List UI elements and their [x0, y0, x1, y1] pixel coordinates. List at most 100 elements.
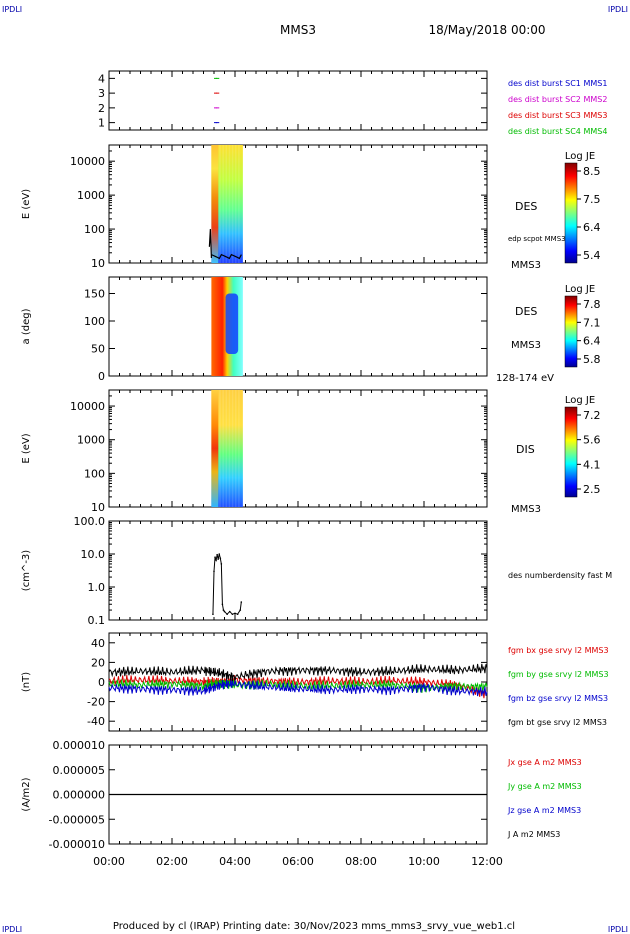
- time-tick-label: 04:00: [219, 855, 251, 868]
- dis-energy-colorbar-label: 5.6: [583, 434, 601, 447]
- density-point: [221, 603, 224, 606]
- dis-corner-label: MMS3: [511, 504, 541, 515]
- corner-label-bl: IPDLI: [2, 925, 22, 934]
- panel-frame-2: [108, 144, 488, 264]
- dis-energy-colorbar: [564, 406, 578, 498]
- scpot-trace: [208, 229, 242, 260]
- density-point: [217, 558, 219, 560]
- pitch-colorbar-label: 7.8: [583, 298, 601, 311]
- density-point: [215, 559, 217, 561]
- des-energy-colorbar-title: Log JE: [565, 151, 595, 162]
- panel-frame-4: [108, 389, 488, 508]
- y-tick-label: 0.1: [88, 614, 106, 627]
- panel-frames: [108, 70, 581, 845]
- corner-label-br: IPDLI: [608, 925, 628, 934]
- density-point: [218, 553, 221, 555]
- spacecraft-title: MMS3: [280, 23, 316, 37]
- panel-frame-5: [108, 520, 488, 621]
- panel-frame-3: [108, 276, 488, 377]
- dis-spectrogram-edge: [211, 390, 219, 507]
- time-tick-label: 06:00: [282, 855, 314, 868]
- des-spectrogram-streak: [228, 145, 231, 263]
- bfield-legend-1: fgm bx gse srvy l2 MMS3: [508, 646, 609, 655]
- density-point: [228, 610, 231, 613]
- bfield-series-1: [108, 663, 488, 682]
- dis-spectrogram-streak: [222, 390, 224, 507]
- density-line: [212, 553, 242, 615]
- bfield-legend-4: fgm bt gse srvy l2 MMS3: [508, 718, 607, 727]
- y-tick-label: 100: [84, 315, 105, 328]
- density-point: [216, 553, 218, 556]
- y-tick-label: 20: [91, 656, 105, 669]
- y-tick-label: -20: [87, 696, 105, 709]
- text-layer: IPDLI IPDLI IPDLI IPDLI MMS3 18/May/2018 00:0…: [2, 5, 628, 934]
- legend-burst-3: des dist burst SC3 MMS3: [508, 111, 607, 120]
- y-tick-label: 1000: [77, 189, 105, 202]
- pitch-mms3-label: MMS3: [511, 340, 541, 351]
- y-tick-label: 40: [91, 637, 105, 650]
- des-label: DES: [515, 200, 537, 213]
- date-title: 18/May/2018 00:00: [428, 23, 545, 37]
- y-tick-label: 1000: [77, 434, 105, 447]
- panel-frame-1: [108, 70, 488, 131]
- pitch-des-label: DES: [515, 305, 537, 318]
- legend-burst-2: des dist burst SC2 MMS2: [508, 95, 607, 104]
- des-energy-colorbar-label: 8.5: [583, 165, 601, 178]
- y-tick-label: 150: [84, 288, 105, 301]
- pitch-colorbar-title: Log JE: [565, 284, 595, 295]
- y-tick-label: 1: [98, 117, 105, 130]
- pitch-colorbar-label: 5.8: [583, 353, 601, 366]
- legend-burst-1: des dist burst SC1 MMS1: [508, 79, 607, 88]
- time-tick-label: 08:00: [345, 855, 377, 868]
- bfield-legend-2: fgm by gse srvy l2 MMS3: [508, 670, 609, 679]
- dis-spectrogram-streak: [238, 390, 240, 507]
- bfield-series-4: [108, 679, 488, 697]
- y-tick-label: -0.000010: [49, 838, 105, 851]
- dis-spectrogram-streak: [219, 390, 221, 507]
- density-legend: des numberdensity fast M: [508, 571, 612, 580]
- des-spectrogram-streak: [235, 145, 237, 263]
- time-tick-label: 02:00: [156, 855, 188, 868]
- y-tick-label: 10: [91, 257, 105, 270]
- des-energy-colorbar-label: 6.4: [583, 221, 601, 234]
- y-tick-label: -40: [87, 715, 105, 728]
- data-layer: [108, 77, 578, 796]
- des-spectrogram-streak: [225, 145, 228, 263]
- current-ylabel: (A/m2): [21, 777, 32, 811]
- y-tick-label: 10000: [70, 400, 105, 413]
- bfield-series-3: [108, 678, 488, 693]
- dis-spectrogram-streak: [235, 390, 237, 507]
- y-tick-label: 100: [84, 467, 105, 480]
- density-point: [220, 563, 223, 565]
- density-ylabel: (cm^-3): [21, 550, 32, 591]
- y-tick-label: 0.000005: [53, 764, 106, 777]
- pitch-ylabel: a (deg): [21, 308, 32, 344]
- y-tick-label: 50: [91, 343, 105, 356]
- corner-label-tr: IPDLI: [608, 5, 628, 14]
- des-corner-label: MMS3: [511, 260, 541, 271]
- y-tick-label: 3: [98, 87, 105, 100]
- dis-energy-colorbar-label: 7.2: [583, 409, 601, 422]
- density-point: [236, 613, 239, 615]
- des-spectrogram-streak: [222, 145, 224, 263]
- density-point: [231, 613, 234, 615]
- density-point: [219, 557, 222, 559]
- bfield-legend-3: fgm bz gse srvy l2 MMS3: [508, 694, 608, 703]
- y-tick-label: 0: [98, 370, 105, 383]
- legend-burst-4: des dist burst SC4 MMS4: [508, 127, 607, 136]
- pitch-spectrogram-core: [225, 293, 239, 354]
- time-tick-label: 12:00: [471, 855, 503, 868]
- density-point: [212, 613, 214, 615]
- des-spectrogram-edge: [211, 145, 219, 263]
- dis-spectrogram-streak: [228, 390, 231, 507]
- current-legend-2: Jy gse A m2 MMS3: [507, 782, 582, 791]
- pitch-colorbar: [564, 295, 578, 368]
- density-point: [223, 610, 226, 613]
- y-tick-label: 1.0: [88, 581, 106, 594]
- y-tick-label: 10: [91, 501, 105, 514]
- y-tick-label: -0.000005: [49, 813, 105, 826]
- footer-text: Produced by cl (IRAP) Printing date: 30/…: [113, 921, 515, 932]
- des-energy-colorbar-label: 5.4: [583, 249, 601, 262]
- density-point: [214, 556, 216, 558]
